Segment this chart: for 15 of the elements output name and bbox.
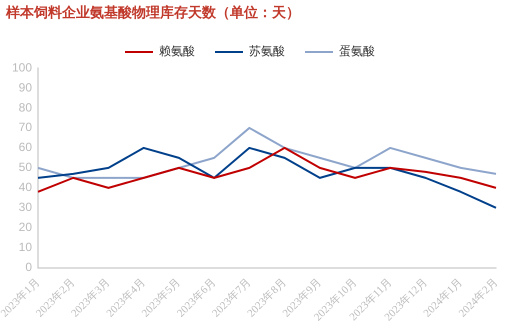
y-tick-label: 40 (18, 180, 32, 194)
y-tick-label: 90 (18, 80, 32, 94)
y-tick-label: 70 (18, 120, 32, 134)
legend-label: 蛋氨酸 (339, 44, 375, 58)
y-tick-label: 50 (18, 160, 32, 174)
chart-title: 样本饲料企业氨基酸物理库存天数（单位：天） (6, 4, 300, 22)
legend-label: 苏氨酸 (249, 44, 285, 58)
y-tick-label: 80 (18, 100, 32, 114)
y-tick-label: 0 (25, 260, 32, 274)
legend-label: 赖氨酸 (159, 44, 195, 58)
y-tick-label: 10 (18, 240, 32, 254)
y-tick-label: 60 (18, 140, 32, 154)
y-tick-label: 100 (12, 60, 32, 74)
y-tick-label: 30 (18, 200, 32, 214)
y-tick-label: 20 (18, 220, 32, 234)
